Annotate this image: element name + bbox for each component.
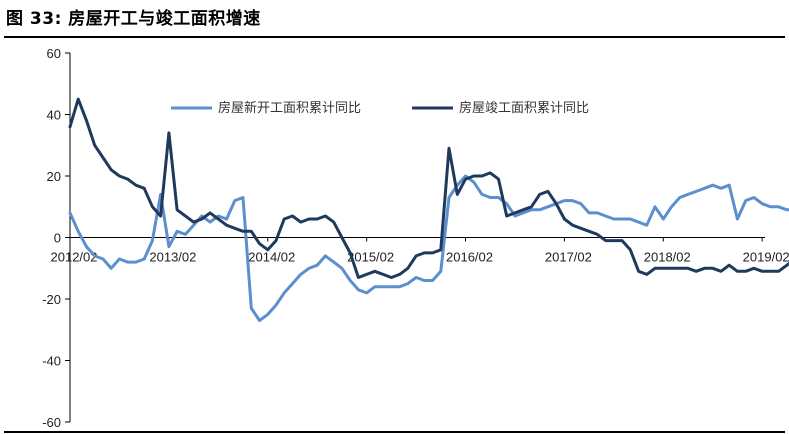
series-layer <box>68 97 789 322</box>
legend-label-new-starts: 房屋新开工面积累计同比 <box>218 100 361 116</box>
x-tick-label: 2017/02 <box>545 250 592 265</box>
y-tick-label: 20 <box>47 169 61 184</box>
series-line-new-starts <box>68 174 789 322</box>
x-tick-label: 2018/02 <box>644 250 691 265</box>
y-tick-label: -40 <box>42 354 61 369</box>
y-tick-label: -60 <box>42 415 61 430</box>
y-tick-label: 60 <box>47 46 61 61</box>
chart-legend: 房屋新开工面积累计同比 房屋竣工面积累计同比 <box>171 100 589 116</box>
legend-label-completions: 房屋竣工面积累计同比 <box>459 100 589 116</box>
figure-title: 图 33: 房屋开工与竣工面积增速 <box>6 9 261 29</box>
x-tick-label: 2015/02 <box>347 250 394 265</box>
x-tick-label: 2016/02 <box>446 250 493 265</box>
chart-axes: 60 40 20 0 -20 -40 -60 2012/02 2013/02 2014/02 201… <box>42 46 789 430</box>
y-tick-label: 40 <box>47 108 61 123</box>
x-tick-label: 2019/02 <box>743 250 789 265</box>
title-rule <box>4 36 785 38</box>
x-tick-label: 2014/02 <box>248 250 295 265</box>
y-tick-label: -20 <box>42 292 61 307</box>
y-tick-label: 0 <box>54 231 61 246</box>
x-tick-label: 2012/02 <box>51 250 98 265</box>
bottom-rule <box>4 431 785 433</box>
series-line-completions <box>68 97 789 279</box>
x-tick-label: 2013/02 <box>149 250 196 265</box>
